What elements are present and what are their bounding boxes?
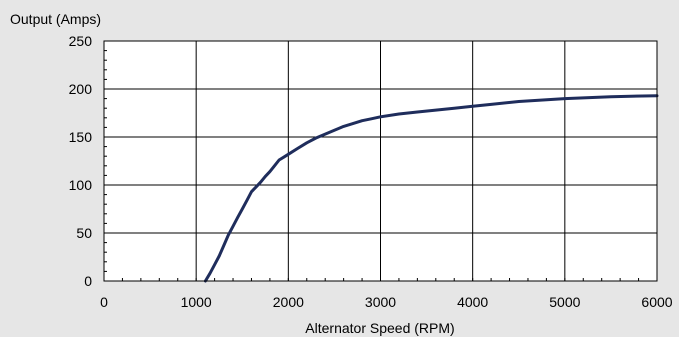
x-tick-label-5000: 5000 — [549, 294, 580, 310]
y-tick-label-0: 0 — [84, 273, 92, 289]
y-tick-label-150: 150 — [69, 129, 93, 145]
plot-border — [103, 40, 658, 282]
y-tick-label-200: 200 — [69, 81, 93, 97]
x-tick-labels: 0 1000 2000 3000 4000 5000 6000 — [100, 294, 673, 310]
gridlines — [104, 41, 657, 281]
y-tick-labels: 0 50 100 150 200 250 — [69, 33, 93, 289]
y-tick-label-250: 250 — [69, 33, 93, 49]
x-tick-label-6000: 6000 — [641, 294, 672, 310]
y-axis-title: Output (Amps) — [10, 11, 101, 27]
x-tick-label-2000: 2000 — [273, 294, 304, 310]
x-axis-title: Alternator Speed (RPM) — [305, 320, 454, 336]
series-line — [203, 94, 659, 283]
y-tick-label-100: 100 — [69, 177, 93, 193]
x-tick-label-1000: 1000 — [181, 294, 212, 310]
x-tick-label-0: 0 — [100, 294, 108, 310]
y-tick-label-50: 50 — [76, 225, 92, 241]
x-tick-label-3000: 3000 — [365, 294, 396, 310]
x-tick-label-4000: 4000 — [457, 294, 488, 310]
